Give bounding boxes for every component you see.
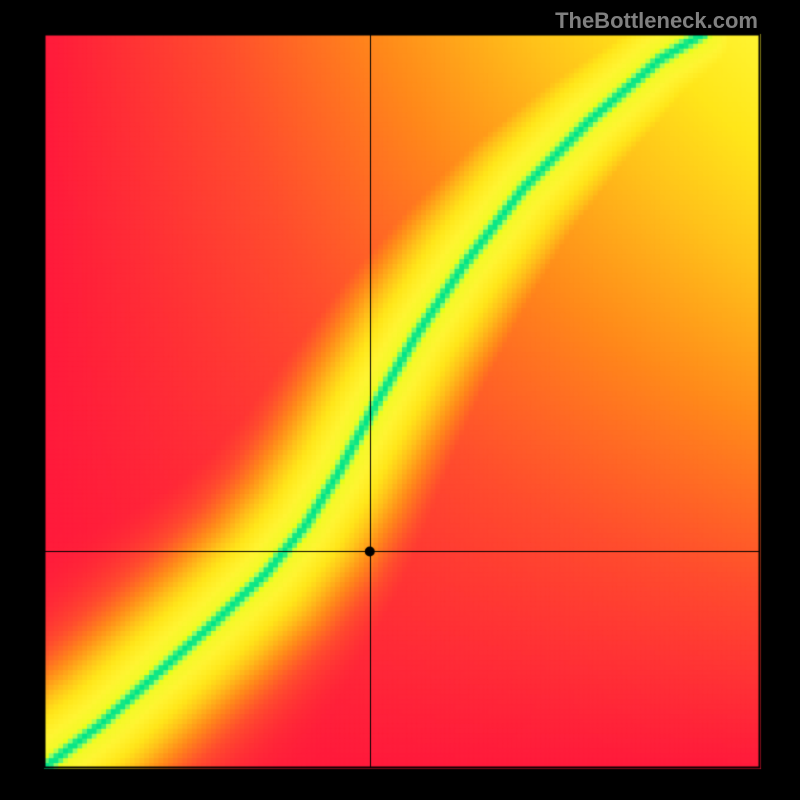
heatmap-canvas — [0, 0, 800, 800]
watermark-text: TheBottleneck.com — [555, 8, 758, 34]
chart-container: TheBottleneck.com — [0, 0, 800, 800]
